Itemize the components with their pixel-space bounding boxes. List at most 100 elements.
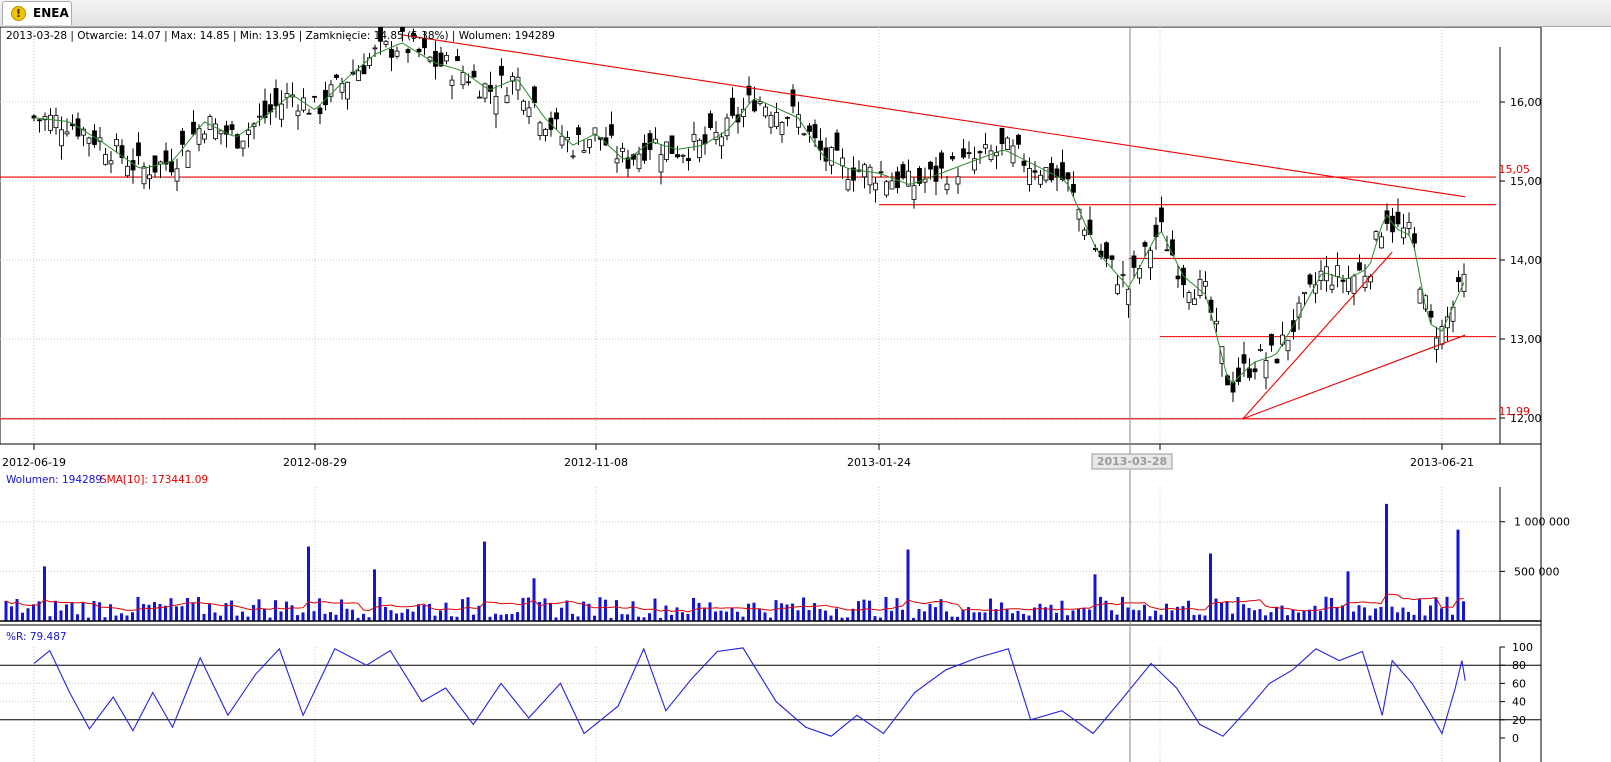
volume-bar [1253,610,1256,621]
price-y-axis: 12,00 13,00 14,00 15,00 16,00 [1499,47,1542,444]
candle-body [119,145,125,159]
candle-body [1027,168,1032,185]
candle-body [785,117,790,119]
volume-bar [785,604,789,621]
volume-bar [538,602,541,621]
tab-enea[interactable]: ! ENEA [2,1,72,25]
volume-bar [1005,609,1009,621]
candle-body [702,134,708,145]
volume-bar [1148,616,1152,621]
candle-body [845,179,851,191]
stock-chart[interactable]: 12,00 13,00 14,00 15,00 16,00 15,05 11,99 20… [0,27,1611,762]
volume-bar [1165,603,1168,621]
volume-bar [1440,608,1443,621]
candle-body [939,152,944,169]
volume-bar [488,616,492,621]
date-axis-label: 2012-11-08 [564,456,628,469]
candle-body [147,174,152,180]
candle-body [191,121,196,135]
price-level-lines [0,176,1496,420]
volume-sma-line [5,593,1464,613]
volume-bar [213,612,217,621]
candle-body [257,115,262,118]
volume-bar [1011,613,1014,621]
candle-body [823,147,829,162]
candle-body [1131,255,1137,268]
volume-bar [268,617,272,621]
candle-body [851,167,856,181]
volume-bar [428,603,431,621]
candle-body [620,147,625,152]
wr-axis-label: 20 [1512,714,1526,727]
volume-bar [796,610,800,621]
candle-body [1274,358,1280,364]
candle-body [185,150,191,168]
candle-body [114,139,119,147]
volume-bar [362,613,365,621]
volume-bar [307,546,310,621]
volume-bar [180,606,184,621]
volume-bar [1341,605,1344,621]
volume-bar [81,602,85,621]
volume-bar [1022,613,1025,621]
trendline[interactable] [401,34,1466,198]
volume-bar [956,616,959,621]
volume-bar [373,569,376,621]
volume-bar [301,612,305,621]
volume-bar [191,602,195,621]
volume-bar [1209,553,1212,621]
candle-body [966,152,972,155]
date-axis-label: 2012-06-19 [2,456,66,469]
candle-body [812,124,818,139]
volume-bar [59,610,63,621]
volume-bar [235,615,239,621]
volume-bar [1055,612,1058,621]
trendline[interactable] [1242,251,1393,420]
crosshair-date-label: 2013-03-28 [1097,455,1167,468]
candle-body [526,107,532,117]
volume-bar [356,617,360,621]
volume-bar [1187,600,1190,621]
candle-body [537,122,543,136]
price-axis-label: 12,00 [1510,412,1542,425]
candle-body [240,140,246,149]
candle-body [1038,174,1043,185]
candle-body [532,86,537,104]
candle-body [1082,229,1087,236]
candle-body [1285,339,1291,352]
volume-bar [835,608,838,621]
volume-bar [681,612,684,621]
volume-bar [659,618,662,621]
candle-body [1252,368,1258,373]
volume-bar [879,617,882,621]
volume-bar [1225,601,1229,621]
candle-body [482,83,488,99]
trendline[interactable] [1242,334,1466,420]
volume-bar [939,599,943,621]
candle-body [757,101,763,105]
candle-body [906,170,911,187]
candle-body [1428,310,1434,318]
volume-bar [197,597,200,621]
candle-body [669,135,675,154]
candle-body [1340,279,1346,282]
volume-bar [433,615,437,621]
candle-body [609,124,614,136]
volume-bar [1434,597,1438,621]
volume-bar [241,611,244,621]
volume-bar [318,598,321,621]
candle-body [1423,295,1428,310]
candle-body [1197,278,1203,296]
candle-body [422,38,427,49]
candle-body [125,165,130,177]
trendlines[interactable] [401,34,1466,420]
candle-body [163,150,169,165]
volume-bar [593,615,596,621]
volume-bar [54,600,57,621]
candle-body [295,110,301,117]
candle-body [1230,382,1236,393]
candle-body [1049,163,1054,181]
volume-bar [604,599,607,621]
volume-bar [389,610,393,621]
candle-body [521,100,526,111]
